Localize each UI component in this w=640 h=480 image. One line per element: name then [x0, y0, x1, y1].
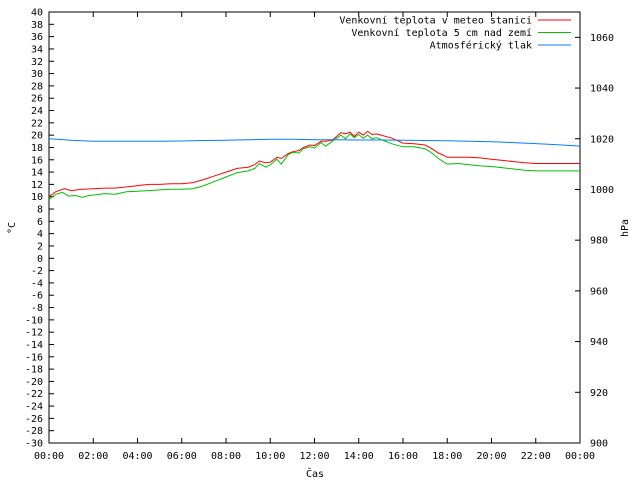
y-right-tick-label: 960: [590, 286, 608, 297]
y-left-tick-label: 12: [31, 180, 43, 191]
legend-label-2: Venkovní teplota 5 cm nad zemí: [351, 27, 532, 39]
y-left-tick-label: -14: [25, 340, 43, 351]
y-left-tick-label: 2: [37, 241, 43, 252]
y-left-tick-label: 18: [31, 143, 43, 154]
y-left-tick-label: -2: [31, 266, 43, 277]
series-line-3: [48, 138, 581, 147]
y-left-tick-label: 6: [37, 217, 43, 228]
y-left-tick-label: 16: [31, 155, 43, 166]
series-line-2: [48, 133, 580, 201]
x-tick-label: 02:00: [78, 451, 108, 462]
y-left-tick-label: -4: [31, 278, 43, 289]
y-left-tick-label: -12: [25, 328, 43, 339]
x-tick-label: 06:00: [167, 451, 197, 462]
y-left-tick-label: 38: [31, 20, 43, 31]
y-left-tick-label: -18: [25, 365, 43, 376]
y-left-tick-label: -28: [25, 426, 43, 437]
y-right-tick-label: 1060: [590, 33, 614, 44]
y-right-tick-label: 1040: [590, 84, 614, 95]
y-left-tick-label: 40: [31, 8, 43, 19]
y-left-tick-label: -10: [25, 315, 43, 326]
legend: Venkovní teplota v meteo staniciVenkovní…: [339, 15, 571, 52]
y-right-tick-label: 900: [590, 439, 608, 450]
series-line-1: [48, 130, 580, 198]
y-left-tick-label: 0: [37, 254, 43, 265]
y-left-tick-label: 34: [31, 44, 43, 55]
y-left-tick-label: 30: [31, 69, 43, 80]
x-axis-label: Čas: [306, 467, 324, 480]
y-left-tick-label: 26: [31, 94, 43, 105]
y-left-tick-label: 24: [31, 106, 43, 117]
y-left-tick-label: 10: [31, 192, 43, 203]
y-right-tick-label: 1020: [590, 134, 614, 145]
y-left-tick-label: -30: [25, 439, 43, 450]
axes: -30-28-26-24-22-20-18-16-14-12-10-8-6-4-…: [25, 8, 614, 463]
x-tick-label: 12:00: [299, 451, 329, 462]
x-tick-label: 10:00: [255, 451, 285, 462]
y-left-tick-label: -26: [25, 414, 43, 425]
y-left-tick-label: 4: [37, 229, 43, 240]
legend-label-3: Atmosférický tlak: [430, 40, 532, 52]
plot-frame: [48, 11, 581, 444]
x-tick-label: 20:00: [476, 451, 506, 462]
x-tick-label: 14:00: [344, 451, 374, 462]
x-tick-label: 04:00: [122, 451, 152, 462]
series-lines: [48, 130, 581, 201]
y-left-tick-label: -22: [25, 389, 43, 400]
legend-label-1: Venkovní teplota v meteo stanici: [339, 15, 532, 27]
y-left-tick-label: -20: [25, 377, 43, 388]
y-left-tick-label: -16: [25, 352, 43, 363]
y-left-tick-label: -24: [25, 402, 43, 413]
y-right-tick-label: 940: [590, 337, 608, 348]
y-axis-label-right: hPa: [620, 219, 631, 237]
y-left-tick-label: -8: [31, 303, 43, 314]
y-left-tick-label: 8: [37, 205, 43, 216]
y-left-tick-label: -6: [31, 291, 43, 302]
y-left-tick-label: 20: [31, 131, 43, 142]
x-tick-label: 16:00: [388, 451, 418, 462]
y-left-tick-label: 28: [31, 81, 43, 92]
x-tick-label: 00:00: [34, 451, 64, 462]
y-right-tick-label: 980: [590, 236, 608, 247]
y-right-tick-label: 920: [590, 388, 608, 399]
y-right-tick-label: 1000: [590, 185, 614, 196]
y-axis-label-left: °C: [7, 222, 18, 234]
x-tick-label: 00:00: [565, 451, 595, 462]
x-tick-label: 18:00: [432, 451, 462, 462]
y-left-tick-label: 32: [31, 57, 43, 68]
y-left-tick-label: 14: [31, 168, 43, 179]
x-tick-label: 22:00: [521, 451, 551, 462]
x-tick-label: 08:00: [211, 451, 241, 462]
y-left-tick-label: 36: [31, 32, 43, 43]
y-left-tick-label: 22: [31, 118, 43, 129]
